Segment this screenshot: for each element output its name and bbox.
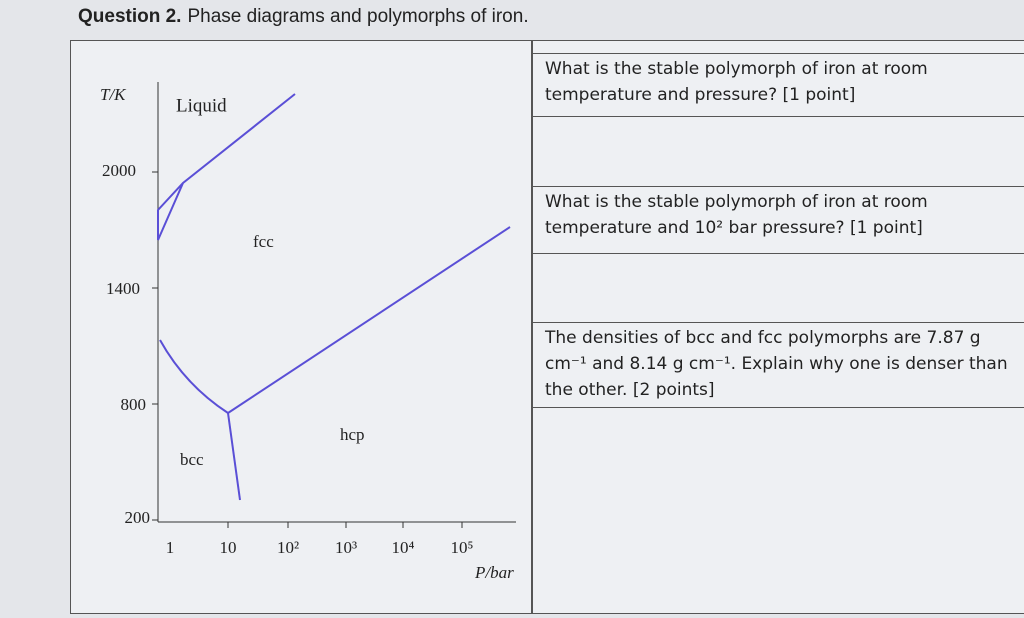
x-tick-label: 1 <box>166 538 175 557</box>
region-label: bcc <box>180 450 204 469</box>
region-label: hcp <box>340 425 365 444</box>
question-title: Phase diagrams and polymorphs of iron. <box>187 6 529 27</box>
x-tick-label: 10 <box>220 538 237 557</box>
title: Question 2. Phase diagrams and polymorphs… <box>78 6 529 28</box>
y-tick-label: 200 <box>125 508 151 527</box>
y-tick-label: 800 <box>121 395 147 414</box>
y-axis-label: T/K <box>100 85 127 104</box>
divider <box>531 40 533 614</box>
x-tick-label: 10³ <box>335 538 357 557</box>
question: What is the stable polymorph of iron at … <box>533 53 1024 117</box>
x-tick-label: 10⁵ <box>451 538 474 557</box>
x-tick-label: 10² <box>277 538 299 557</box>
x-tick-label: 10⁴ <box>392 538 415 557</box>
question: The densities of bcc and fcc polymorphs … <box>533 322 1024 408</box>
y-tick-label: 2000 <box>102 161 136 180</box>
question-box <box>70 40 1024 614</box>
x-axis-label: P/bar <box>474 563 514 582</box>
question-label: Question 2. <box>78 6 182 27</box>
y-tick-label: 1400 <box>106 279 140 298</box>
question: What is the stable polymorph of iron at … <box>533 186 1024 254</box>
region-label: fcc <box>253 232 274 251</box>
region-label: Liquid <box>176 95 227 116</box>
